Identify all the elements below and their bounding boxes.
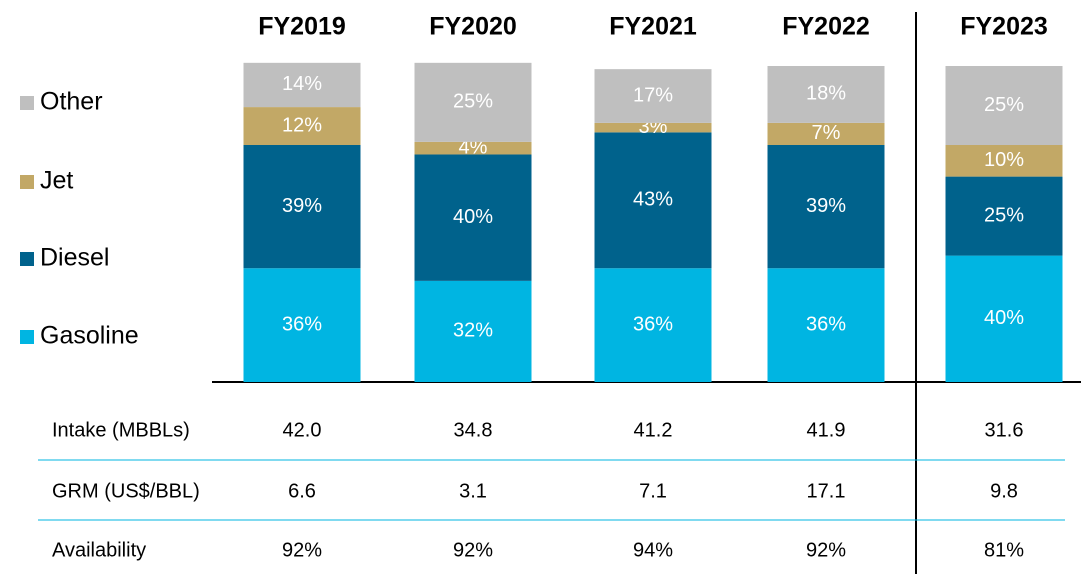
value-label: 36%	[633, 313, 673, 335]
bar-segment	[945, 176, 1063, 256]
bar-segment	[414, 154, 532, 281]
category-label: FY2020	[429, 13, 517, 41]
table-cell: 92%	[282, 539, 322, 561]
table-cell: 92%	[453, 539, 493, 561]
row-label: GRM (US$/BBL)	[52, 480, 200, 502]
value-label: 14%	[282, 73, 322, 95]
table-cell: 6.6	[288, 480, 316, 502]
table-cell: 34.8	[454, 419, 493, 441]
bar-segment	[767, 145, 885, 269]
value-label: 10%	[984, 149, 1024, 171]
value-label: 40%	[984, 307, 1024, 329]
value-label: 25%	[984, 94, 1024, 116]
legend-label: Jet	[40, 167, 73, 195]
value-label: 36%	[806, 313, 846, 335]
bar-segment	[767, 268, 885, 382]
value-label: 7%	[812, 122, 841, 144]
table-cell: 92%	[806, 539, 846, 561]
bar-segment	[594, 122, 712, 133]
table-cell: 41.2	[634, 419, 673, 441]
value-label: 39%	[282, 195, 322, 217]
legend-label: Diesel	[40, 244, 109, 272]
table-cell: 41.9	[807, 419, 846, 441]
bar-segment	[594, 268, 712, 382]
value-label: 18%	[806, 83, 846, 105]
table-cell: 7.1	[639, 480, 667, 502]
table-cell: 81%	[984, 539, 1024, 561]
legend-label: Gasoline	[40, 322, 139, 350]
table-cell: 3.1	[459, 480, 487, 502]
value-label: 17%	[633, 84, 673, 106]
category-label: FY2019	[258, 13, 346, 41]
bar-segment	[767, 66, 885, 123]
value-label: 43%	[633, 189, 673, 211]
bar-segment	[945, 255, 1063, 382]
bar-segment	[414, 62, 532, 142]
bar-segment	[594, 132, 712, 269]
table-cell: 17.1	[807, 480, 846, 502]
bar-segment	[594, 69, 712, 123]
legend-label: Other	[40, 88, 103, 116]
bar-segment	[243, 62, 361, 108]
category-label: FY2023	[960, 13, 1048, 41]
legend-swatch	[20, 252, 34, 266]
category-label: FY2021	[609, 13, 697, 41]
bar-segment	[243, 145, 361, 269]
bar-segment	[243, 268, 361, 382]
legend-swatch	[20, 175, 34, 189]
table-cell: 42.0	[283, 419, 322, 441]
row-label: Intake (MBBLs)	[52, 419, 190, 441]
value-label: 39%	[806, 195, 846, 217]
legend-swatch	[20, 96, 34, 110]
category-label: FY2022	[782, 13, 870, 41]
value-label: 40%	[453, 206, 493, 228]
table-cell: 31.6	[985, 419, 1024, 441]
bar-segment	[767, 122, 885, 145]
value-label: 25%	[453, 91, 493, 113]
bar-segment	[945, 145, 1063, 177]
legend-swatch	[20, 330, 34, 344]
value-label: 36%	[282, 313, 322, 335]
value-label: 32%	[453, 320, 493, 342]
bar-segment	[414, 280, 532, 382]
value-label: 25%	[984, 204, 1024, 226]
bar-segment	[414, 141, 532, 155]
row-label: Availability	[52, 539, 146, 561]
value-label: 12%	[282, 114, 322, 136]
bar-segment	[945, 66, 1063, 145]
value-label: 4%	[459, 136, 488, 158]
bar-segment	[243, 107, 361, 145]
table-cell: 9.8	[990, 480, 1018, 502]
table-cell: 94%	[633, 539, 673, 561]
